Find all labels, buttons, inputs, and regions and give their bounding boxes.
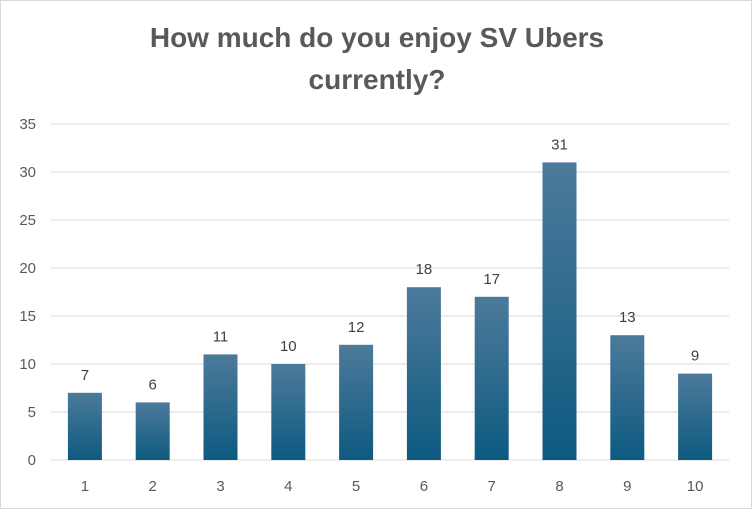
data-label-8: 31: [551, 136, 568, 153]
data-label-4: 10: [280, 338, 297, 355]
bars: [67, 162, 713, 460]
bar-5: [339, 344, 374, 460]
bar-6: [406, 287, 441, 460]
x-tick-label: 6: [420, 478, 428, 495]
x-tick-label: 7: [488, 478, 496, 495]
x-tick-label: 8: [555, 478, 563, 495]
x-tick-label: 10: [687, 478, 704, 495]
data-label-1: 7: [81, 367, 89, 384]
data-label-3: 11: [213, 328, 229, 345]
x-axis-ticks: 1 2 3 4 5 6 7 8 9 10: [81, 478, 704, 495]
y-tick-label: 25: [19, 212, 36, 229]
bar-2: [135, 402, 170, 460]
data-label-2: 6: [149, 376, 157, 393]
bar-9: [610, 335, 645, 460]
y-tick-label: 35: [19, 116, 36, 133]
data-label-9: 13: [619, 309, 636, 326]
x-tick-label: 2: [149, 478, 157, 495]
data-label-5: 12: [348, 319, 365, 336]
x-tick-label: 4: [284, 478, 292, 495]
bar-4: [271, 364, 306, 460]
bar-8: [542, 162, 577, 460]
y-tick-label: 20: [19, 260, 36, 277]
bar-3: [203, 354, 238, 460]
y-tick-label: 15: [19, 308, 36, 325]
data-label-7: 17: [483, 271, 500, 288]
bar-1: [67, 392, 102, 460]
chart-title-line-1: How much do you enjoy SV Ubers: [150, 22, 604, 53]
data-labels: 7 6 11 10 12 18 17 31 13 9: [81, 136, 700, 393]
x-tick-label: 1: [81, 478, 89, 495]
y-tick-label: 0: [28, 452, 36, 469]
bar-7: [474, 296, 509, 460]
x-tick-label: 5: [352, 478, 360, 495]
data-label-10: 9: [691, 348, 699, 365]
y-tick-label: 5: [28, 404, 36, 421]
chart-title-line-2: currently?: [309, 64, 446, 95]
bar-10: [678, 373, 713, 460]
x-tick-label: 3: [216, 478, 224, 495]
y-tick-label: 30: [19, 164, 36, 181]
y-axis-ticks: 0 5 10 15 20 25 30 35: [19, 116, 36, 469]
x-tick-label: 9: [623, 478, 631, 495]
y-tick-label: 10: [19, 356, 36, 373]
data-label-6: 18: [416, 261, 433, 278]
